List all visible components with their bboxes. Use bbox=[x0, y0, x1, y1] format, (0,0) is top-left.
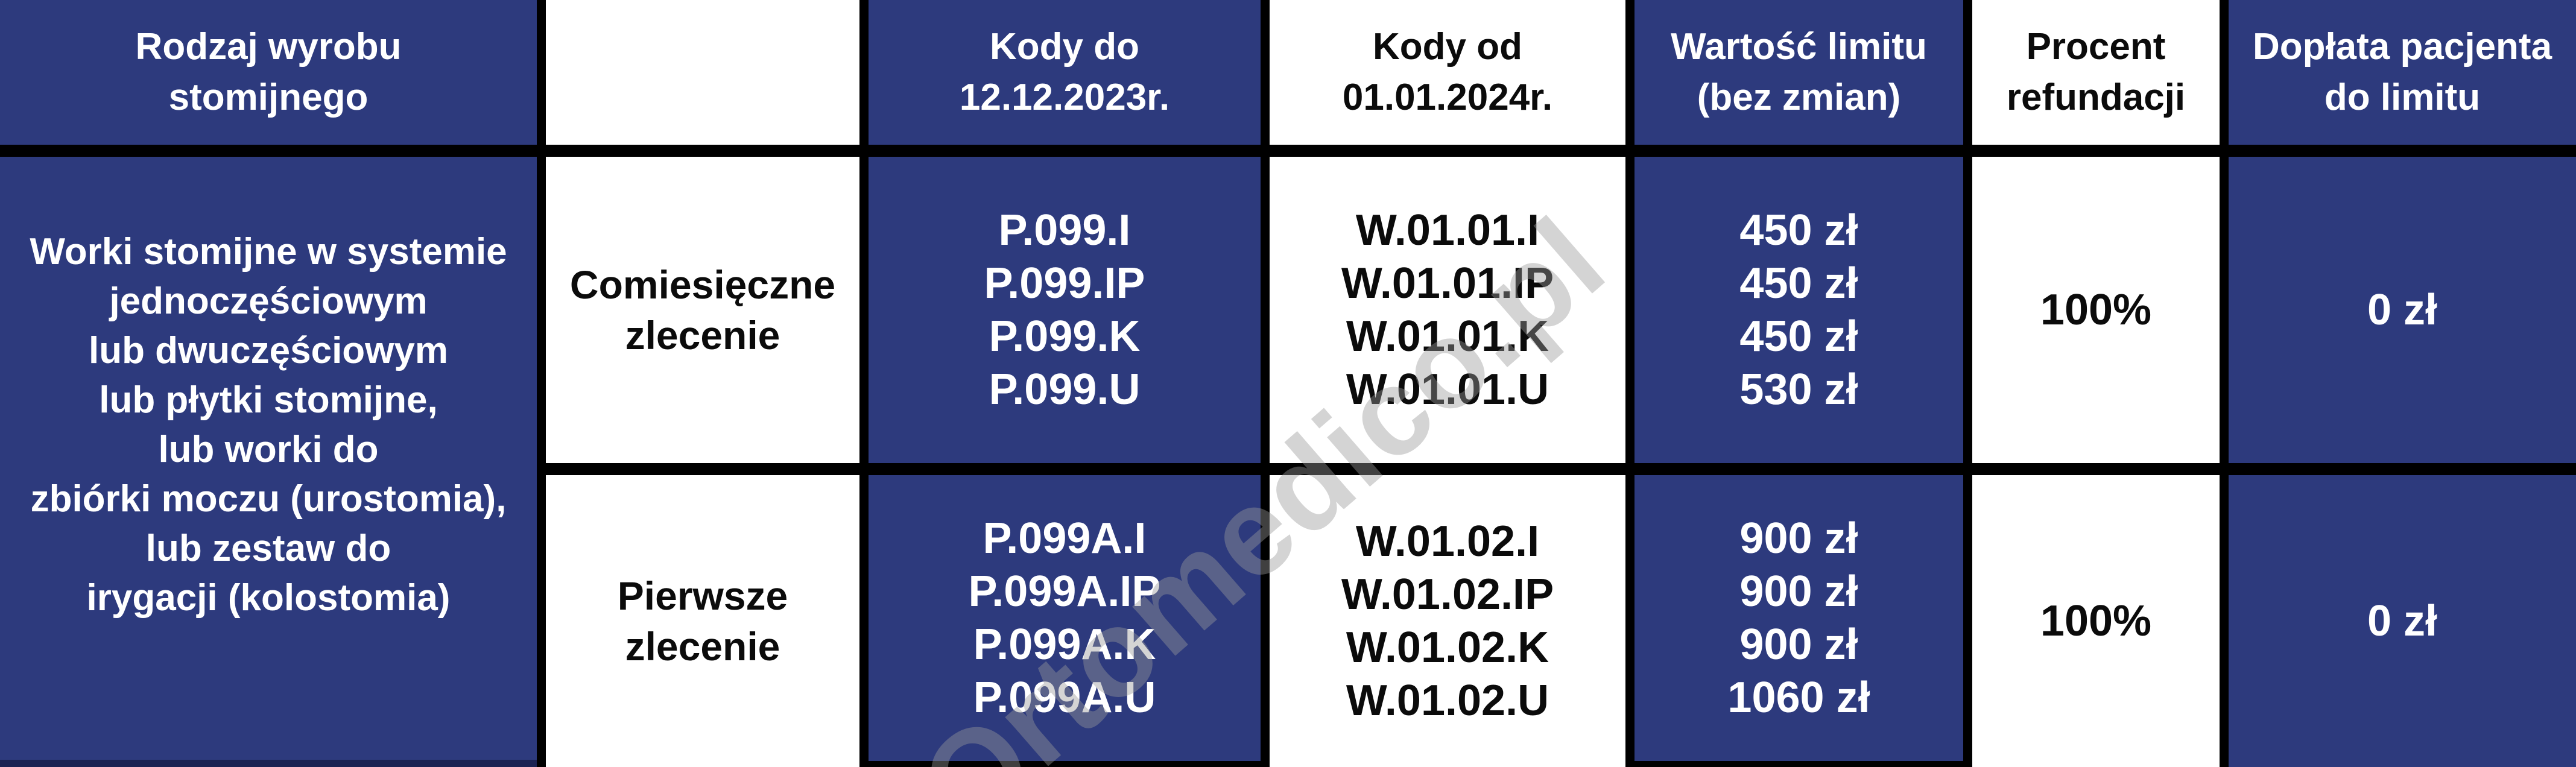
code-line: W.01.01.I bbox=[1355, 206, 1540, 254]
header-cell-kody-od: Kody od 01.01.2024r. bbox=[1270, 0, 1625, 145]
code-line: P.099.I bbox=[998, 206, 1131, 254]
header-line: do limitu bbox=[2324, 77, 2481, 118]
code-line: P.099A.IP bbox=[968, 567, 1161, 616]
header-line: Dopłata pacjenta bbox=[2252, 26, 2552, 68]
code-line: P.099A.U bbox=[973, 674, 1156, 722]
header-line: Kody do bbox=[990, 26, 1139, 68]
header-cell-kody-do: Kody do 12.12.2023r. bbox=[869, 0, 1261, 145]
text-line: lub płytki stomijne, bbox=[99, 379, 438, 421]
value-line: 900 zł bbox=[1739, 514, 1858, 563]
cell-wartosc-row1: 450 zł 450 zł 450 zł 530 zł bbox=[1635, 157, 1963, 463]
cell-zlecenie-row2: Pierwsze zlecenie bbox=[546, 475, 859, 767]
cell-procent-row1: 100% bbox=[1972, 157, 2220, 463]
value-line: 450 zł bbox=[1739, 312, 1858, 361]
text-line: jednoczęściowym bbox=[109, 280, 428, 322]
code-line: W.01.02.U bbox=[1346, 677, 1549, 725]
cell-doplata-row2: 0 zł bbox=[2229, 475, 2576, 767]
code-line: P.099.U bbox=[989, 365, 1141, 414]
text-line: Pierwsze bbox=[617, 573, 788, 618]
cell-doplata-row1: 0 zł bbox=[2229, 157, 2576, 463]
text-line: lub dwuczęściowym bbox=[88, 330, 449, 371]
header-line: Wartość limitu bbox=[1671, 26, 1927, 68]
text-line: zbiórki moczu (urostomia), bbox=[30, 478, 507, 520]
header-line: Kody od bbox=[1373, 26, 1522, 68]
code-line: P.099A.K bbox=[973, 620, 1156, 669]
code-line: W.01.02.I bbox=[1355, 517, 1540, 566]
code-line: W.01.02.IP bbox=[1341, 570, 1554, 619]
value-line: 530 zł bbox=[1739, 365, 1858, 414]
text-line: Comiesięczne bbox=[569, 262, 836, 307]
header-cell-procent-refundacji: Procent refundacji bbox=[1972, 0, 2220, 145]
copay-value: 0 zł bbox=[2367, 597, 2438, 645]
cell-kody-od-row1: W.01.01.I W.01.01.IP W.01.01.K W.01.01.U bbox=[1270, 157, 1625, 463]
header-cell-rodzaj: Rodzaj wyrobu stomijnego bbox=[0, 0, 537, 145]
text-line: Worki stomijne w systemie bbox=[30, 231, 507, 273]
cell-procent-row2: 100% bbox=[1972, 475, 2220, 767]
value-line: 900 zł bbox=[1739, 620, 1858, 669]
code-line: P.099.K bbox=[989, 312, 1141, 361]
header-cell-empty bbox=[546, 0, 859, 145]
header-cell-doplata-pacjenta: Dopłata pacjenta do limitu bbox=[2229, 0, 2576, 145]
percent-value: 100% bbox=[2040, 286, 2152, 334]
text-line: lub zestaw do bbox=[145, 528, 391, 569]
header-line: 01.01.2024r. bbox=[1342, 77, 1553, 118]
text-line: zlecenie bbox=[625, 624, 780, 669]
copay-value: 0 zł bbox=[2367, 286, 2438, 334]
cell-zlecenie-row1: Comiesięczne zlecenie bbox=[546, 157, 859, 463]
value-line: 900 zł bbox=[1739, 567, 1858, 616]
header-cell-wartosc-limitu: Wartość limitu (bez zmian) bbox=[1635, 0, 1963, 145]
value-line: 450 zł bbox=[1739, 206, 1858, 254]
code-line: P.099.IP bbox=[984, 259, 1145, 308]
code-line: P.099A.I bbox=[983, 514, 1147, 563]
cell-product-group: Worki stomijne w systemie jednoczęściowy… bbox=[0, 157, 537, 767]
header-line: Rodzaj wyrobu bbox=[135, 26, 402, 68]
code-line: W.01.01.IP bbox=[1341, 259, 1554, 308]
cell-kody-do-row1: P.099.I P.099.IP P.099.K P.099.U bbox=[869, 157, 1261, 463]
cell-wartosc-row2: 900 zł 900 zł 900 zł 1060 zł bbox=[1635, 475, 1963, 767]
header-line: stomijnego bbox=[168, 77, 369, 118]
code-line: W.01.01.U bbox=[1346, 365, 1549, 414]
header-line: refundacji bbox=[2006, 77, 2186, 118]
value-line: 1060 zł bbox=[1727, 674, 1870, 722]
header-line: (bez zmian) bbox=[1697, 77, 1901, 118]
text-line: irygacji (kolostomia) bbox=[86, 577, 451, 619]
code-line: W.01.01.K bbox=[1346, 312, 1549, 361]
percent-value: 100% bbox=[2040, 597, 2152, 645]
code-line: W.01.02.K bbox=[1346, 623, 1549, 672]
header-line: 12.12.2023r. bbox=[959, 77, 1170, 118]
value-line: 450 zł bbox=[1739, 259, 1858, 308]
cell-kody-do-row2: P.099A.I P.099A.IP P.099A.K P.099A.U bbox=[869, 475, 1261, 767]
text-line: zlecenie bbox=[625, 313, 780, 358]
header-line: Procent bbox=[2026, 26, 2166, 68]
text-line: lub worki do bbox=[158, 429, 379, 470]
cell-kody-od-row2: W.01.02.I W.01.02.IP W.01.02.K W.01.02.U bbox=[1270, 475, 1625, 767]
